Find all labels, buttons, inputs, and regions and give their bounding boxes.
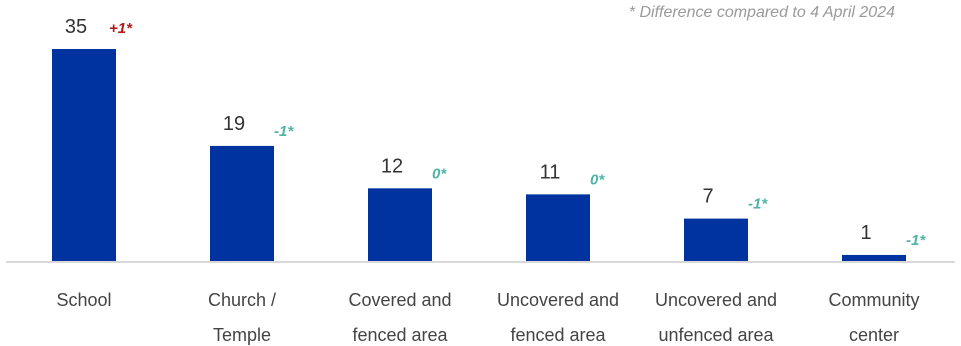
difference-label-4: -1* [748, 196, 768, 213]
category-label-5-1: center [849, 325, 899, 345]
category-label-0-0: School [56, 290, 111, 310]
difference-label-0: +1* [109, 20, 133, 37]
difference-label-2: 0* [432, 165, 447, 182]
category-label-3-0: Uncovered and [497, 290, 619, 310]
bars-group [52, 49, 906, 261]
value-label-5: 1 [860, 222, 871, 244]
value-label-4: 7 [702, 186, 713, 208]
category-label-4-1: unfenced area [658, 325, 774, 345]
category-label-1-0: Church / [208, 290, 276, 310]
bar-0 [52, 49, 116, 261]
category-label-2-1: fenced area [352, 325, 448, 345]
category-label-2-0: Covered and [348, 290, 451, 310]
bar-5 [842, 254, 906, 261]
value-label-3: 11 [540, 161, 561, 183]
bar-1 [210, 145, 274, 261]
difference-label-1: -1* [274, 123, 294, 140]
value-label-0: 35 [65, 16, 87, 38]
value-label-1: 19 [223, 113, 245, 135]
bar-4 [684, 218, 748, 261]
bar-3 [526, 194, 590, 261]
category-label-3-1: fenced area [510, 325, 606, 345]
category-label-4-0: Uncovered and [655, 290, 777, 310]
labels-group: 35 +1* School 19 -1* Church / Temple 12 0* Covere… [56, 16, 926, 345]
difference-label-3: 0* [590, 171, 605, 188]
value-label-2: 12 [381, 155, 403, 177]
category-label-5-0: Community [828, 290, 919, 310]
difference-label-5: -1* [906, 232, 926, 249]
category-label-1-1: Temple [213, 325, 271, 345]
bar-2 [368, 188, 432, 261]
chart-footnote: * Difference compared to 4 April 2024 [629, 4, 895, 21]
